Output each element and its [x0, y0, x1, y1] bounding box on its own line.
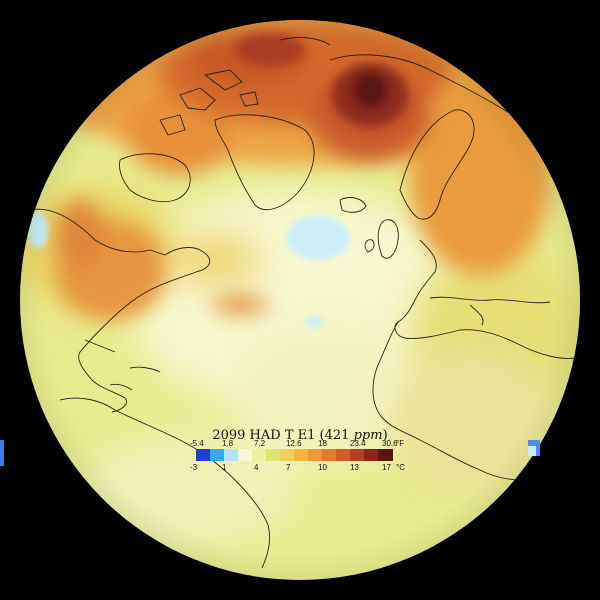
legend-color-swatch [196, 449, 211, 461]
legend-fahrenheit-unit: °F [396, 439, 405, 448]
legend-color-swatch [280, 449, 295, 461]
legend-fahrenheit-tick-label: 7.2 [254, 439, 266, 448]
legend-celsius-tick-label: 13 [350, 463, 359, 472]
legend-colorbar [196, 449, 393, 461]
legend-color-swatch [266, 449, 281, 461]
legend-fahrenheit-tick-label: 12.6 [286, 439, 302, 448]
adjacent-panel-right-edge [528, 440, 540, 456]
legend-celsius-tick-label: -3 [190, 463, 198, 472]
legend-celsius-unit: °C [396, 463, 405, 472]
map-title-main: 2099 HAD T E1 ( [212, 428, 325, 443]
legend-color-swatch [294, 449, 309, 461]
legend-celsius-tick-label: 1 [222, 463, 227, 472]
map-title: 2099 HAD T E1 (421 ppm) [0, 428, 600, 443]
legend-color-swatch [364, 449, 379, 461]
legend-color-swatch [336, 449, 351, 461]
legend-color-swatch [322, 449, 337, 461]
map-title-close: ) [382, 428, 388, 443]
legend-fahrenheit-tick-label: 1.8 [222, 439, 234, 448]
legend-color-swatch [308, 449, 323, 461]
legend-fahrenheit-tick-label: 23.4 [350, 439, 366, 448]
legend-fahrenheit-tick-label: -5.4 [190, 439, 204, 448]
legend-color-swatch [350, 449, 365, 461]
legend-celsius-tick-label: 17 [382, 463, 391, 472]
map-title-ppm-value: 421 [324, 428, 350, 443]
legend-color-swatch [252, 449, 267, 461]
legend-fahrenheit-tick-label: 30.6 [382, 439, 398, 448]
legend-color-swatch [378, 449, 393, 461]
adjacent-panel-left-edge [0, 440, 4, 466]
legend-celsius-tick-label: 7 [286, 463, 291, 472]
legend-fahrenheit-tick-label: 18 [318, 439, 327, 448]
legend-celsius-tick-label: 10 [318, 463, 327, 472]
legend-color-swatch [238, 449, 253, 461]
map-title-ppm-unit: ppm [353, 428, 383, 443]
legend-celsius-tick-label: 4 [254, 463, 259, 472]
legend-color-swatch [224, 449, 239, 461]
legend-color-swatch [210, 449, 225, 461]
